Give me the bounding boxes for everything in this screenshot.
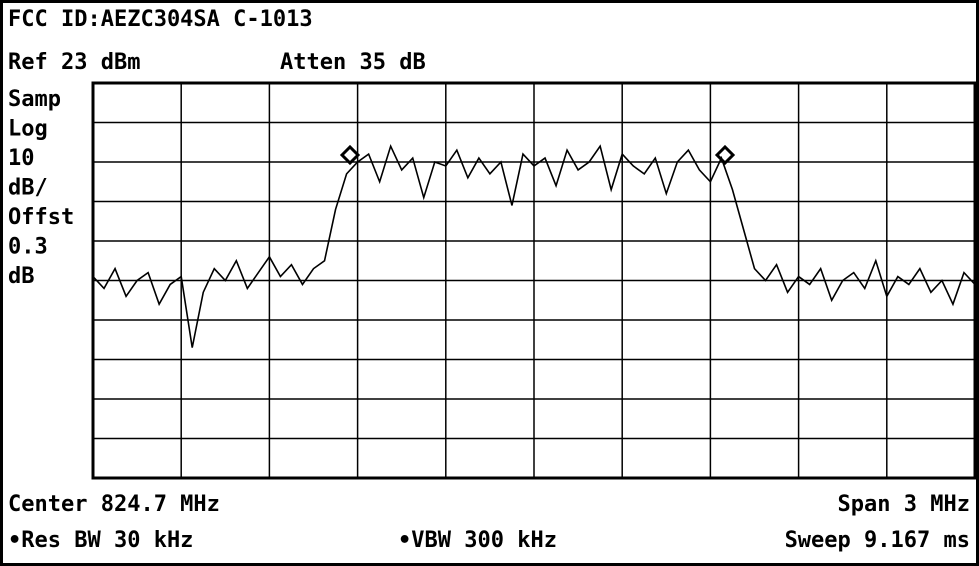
span: Span 3 MHz [838, 492, 970, 517]
side-label: dB [8, 264, 35, 289]
graticule [93, 83, 975, 478]
title: FCC ID:AEZC304SA C-1013 [8, 7, 313, 32]
side-label: Samp [8, 87, 61, 112]
side-label: Log [8, 117, 48, 142]
ref-level: Ref 23 dBm [8, 50, 140, 75]
sweep: Sweep 9.167 ms [785, 528, 970, 553]
rbw: •Res BW 30 kHz [8, 528, 193, 553]
side-label: 0.3 [8, 235, 48, 260]
center-freq: Center 824.7 MHz [8, 492, 220, 517]
plot-border [91, 81, 977, 480]
side-label: dB/ [8, 176, 48, 201]
side-labels: Samp Log 10 dB/Offst 0.3 dB [8, 87, 74, 289]
trace [92, 143, 976, 348]
side-label: 10 [8, 146, 35, 171]
vbw: •VBW 300 kHz [398, 528, 557, 553]
attenuation: Atten 35 dB [280, 50, 426, 75]
side-label: Offst [8, 205, 74, 230]
